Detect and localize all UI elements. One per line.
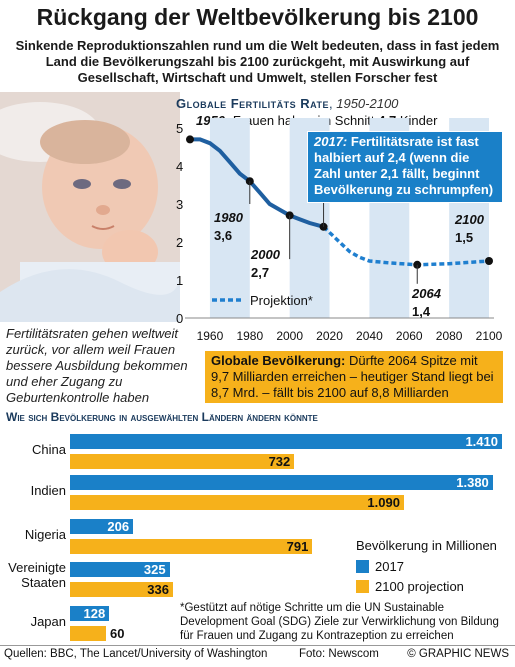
x-tick-label: 2060 [396,329,423,343]
point-label-value: 1,4 [412,304,431,319]
data-point [485,257,493,265]
note-2017: 2017: Fertilitätsrate ist fast halbiert … [307,131,503,203]
country-label: Nigeria [24,527,66,542]
x-tick-label: 2080 [436,329,463,343]
point-label-value: 1,5 [455,230,473,245]
footer-divider [0,645,515,646]
projection-legend-label: Projektion* [250,293,313,308]
note-2017-year: 2017: [314,134,348,149]
x-tick-label: 2100 [476,329,503,343]
legend-item-2017: 2017 [356,559,497,574]
baby-photo [0,92,180,322]
country-label: Japan [30,614,66,629]
page-title: Rückgang der Weltbevölkerung bis 2100 [36,4,479,30]
legend-label-2100: 2100 projection [375,579,464,594]
photo-credit: Foto: Newscom [299,648,379,660]
bar-value-label: 732 [268,454,291,469]
x-tick-label: 2040 [356,329,383,343]
bar-value-label: 325 [143,562,166,577]
bar-2100: 336 [70,582,173,597]
legend-label-2017: 2017 [375,559,404,574]
chart-band [209,118,250,318]
y-tick-label: 3 [176,197,183,212]
legend-item-2100: 2100 projection [356,579,497,594]
x-tick-label: 1960 [197,329,224,343]
bar-value-label: 60 [110,626,125,641]
bar-value-label: 791 [286,539,309,554]
country-label: Vereinigte Staaten [8,560,66,590]
global-population-box: Globale Bevölkerung: Dürfte 2064 Spitze … [205,351,503,403]
fertility-chart-range: 1950-2100 [336,96,399,111]
y-tick-label: 2 [176,235,183,250]
baby-photo-graphic [0,92,180,322]
subtitle: Sinkende Reproduktionszahlen rund um die… [15,38,500,85]
bar-2017: 325 [70,562,170,577]
y-tick-label: 4 [176,159,183,174]
x-tick-label: 1980 [236,329,263,343]
bar-2017: 1.410 [70,434,502,449]
legend-swatch-2100 [356,580,369,593]
bar-value-label: 336 [147,582,169,597]
bar-value-label: 128 [83,606,106,621]
bar-value-label: 1.380 [456,475,489,490]
bar-chart-title: Wie sich Bevölkerung in ausgewählten Län… [6,410,318,424]
point-label-year: 2000 [250,247,281,262]
note-2017-text: Fertilitätsrate ist fast halbiert auf 2,… [314,134,494,197]
bar-2017: 128 [70,606,110,621]
legend-title: Bevölkerung in Millionen [356,538,497,553]
point-label-value: 3,6 [214,228,232,243]
bar-2100: 791 [70,539,313,554]
y-tick-label: 1 [176,273,183,288]
legend-swatch-2017 [356,560,369,573]
copyright: © GRAPHIC NEWS [407,648,509,660]
x-tick-label: 2020 [316,329,343,343]
bar-2017: 1.380 [70,475,493,490]
bar-value-label: 206 [107,519,130,534]
point-label-year: 2100 [454,212,485,227]
data-point [186,135,194,144]
fertility-chart-title: Globale Fertilitäts Rate [176,96,329,111]
bar-2017: 206 [70,519,134,534]
fertility-chart-header: Globale Fertilitäts Rate, 1950-2100 [176,96,399,111]
y-tick-label: 5 [176,121,183,136]
x-tick-label: 2000 [276,329,303,343]
side-text: Fertilitätsraten gehen weltweit zurück, … [6,326,188,405]
historical-series-line [190,137,325,229]
bar-2100: 60 [70,626,124,641]
point-label-year: 2064 [411,286,442,301]
bar-legend: Bevölkerung in Millionen 2017 2100 proje… [356,538,497,594]
y-tick-label: 0 [176,311,183,326]
country-label: Indien [30,483,66,498]
country-label: China [32,442,66,457]
bar-2100: 732 [70,454,295,469]
global-population-text: Dürfte 2064 Spitze mit 9,7 Milliarden er… [211,353,494,400]
global-population-label: Globale Bevölkerung: [211,353,346,368]
bar-2100: 1.090 [70,495,404,510]
footnote: *Gestützt auf nötige Schritte um die UN … [180,602,499,642]
projection-series-line [322,225,490,267]
point-label-value: 2,7 [251,265,269,280]
point-label-year: 1980 [214,210,244,225]
bar-value-label: 1.090 [367,495,400,510]
bar-value-label: 1.410 [465,434,498,449]
source-credit: Quellen: BBC, The Lancet/University of W… [4,648,268,660]
